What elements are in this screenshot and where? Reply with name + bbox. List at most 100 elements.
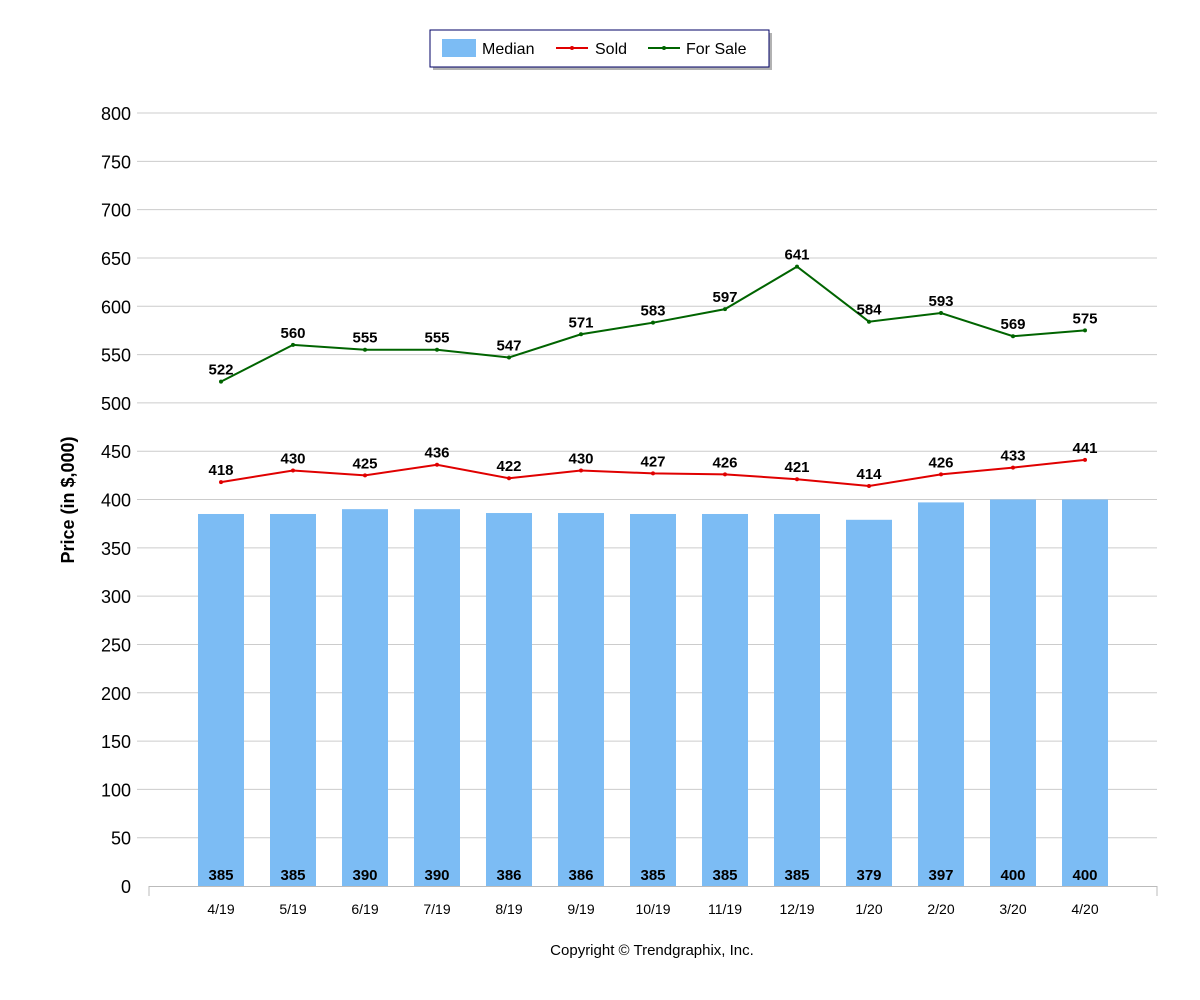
median-value-label: 385: [280, 867, 305, 884]
median-bar: [918, 502, 964, 887]
for-sale-value-label: 569: [1000, 316, 1025, 333]
median-bar: [990, 499, 1036, 887]
sold-point: [219, 480, 223, 485]
median-bar: [774, 513, 820, 887]
legend-for-sale-label: For Sale: [686, 41, 747, 58]
y-tick-label: 250: [101, 635, 131, 655]
for-sale-point: [579, 332, 583, 337]
y-tick-label: 300: [101, 587, 131, 607]
median-value-label: 379: [856, 867, 881, 884]
for-sale-point: [651, 320, 655, 325]
for-sale-value-label: 547: [496, 337, 521, 354]
y-tick-label: 400: [101, 491, 131, 511]
x-tick-label: 10/19: [635, 901, 670, 917]
median-bar: [1062, 499, 1108, 887]
sold-value-label: 441: [1072, 440, 1097, 457]
legend-median-label: Median: [482, 41, 534, 58]
x-axis-ticks: 4/19 5/19 6/19 7/19 8/19 9/19 10/19 11/19 12/19 1…: [207, 901, 1098, 917]
x-tick-label: 11/19: [708, 901, 742, 917]
for-sale-value-label: 597: [712, 289, 737, 306]
for-sale-value-label: 593: [928, 293, 953, 310]
y-axis-ticks: 0 50 100 150 200 250 300 350 400 450 500 550 600 650 7…: [101, 104, 131, 897]
for-sale-value-label: 641: [784, 247, 809, 264]
sold-value-label: 414: [856, 466, 882, 483]
sold-value-label: 430: [280, 451, 305, 468]
x-tick-label: 5/19: [279, 901, 306, 917]
median-value-label: 385: [208, 867, 233, 884]
median-bar: [702, 513, 748, 887]
median-value-label: 386: [496, 867, 521, 884]
sold-point: [795, 477, 799, 482]
sold-point: [651, 471, 655, 476]
x-tick-label: 3/20: [999, 901, 1026, 917]
legend-sold-marker: [570, 46, 574, 50]
median-bar: [342, 509, 388, 887]
for-sale-point: [1083, 328, 1087, 333]
y-tick-label: 200: [101, 684, 131, 704]
for-sale-value-label: 555: [424, 330, 449, 347]
for-sale-point: [795, 264, 799, 269]
median-value-label: 385: [712, 867, 737, 884]
sold-value-label: 425: [352, 455, 377, 472]
copyright-text: Copyright © Trendgraphix, Inc.: [550, 942, 754, 959]
sold-value-label: 422: [496, 458, 521, 475]
for-sale-value-label: 575: [1072, 310, 1097, 327]
sold-point: [1011, 465, 1015, 470]
median-value-label: 390: [424, 867, 449, 884]
for-sale-value-label: 522: [208, 362, 233, 379]
y-tick-label: 550: [101, 346, 131, 366]
y-axis-label: Price (in $,000): [58, 436, 78, 563]
legend-for-sale-marker: [662, 46, 666, 50]
x-tick-label: 6/19: [351, 901, 378, 917]
sold-point: [579, 468, 583, 473]
sold-point: [363, 473, 367, 478]
y-tick-label: 600: [101, 297, 131, 317]
median-value-label: 386: [568, 867, 593, 884]
for-sale-point: [867, 319, 871, 324]
for-sale-point: [939, 311, 943, 316]
sold-value-label: 430: [568, 451, 593, 468]
median-bar: [558, 513, 604, 887]
x-tick-label: 2/20: [927, 901, 954, 917]
y-tick-label: 650: [101, 249, 131, 269]
line-series: [219, 264, 1087, 488]
for-sale-value-label: 555: [352, 330, 377, 347]
y-tick-label: 0: [121, 877, 131, 897]
for-sale-point: [507, 355, 511, 360]
median-bar: [846, 519, 892, 887]
sold-point: [723, 472, 727, 477]
for-sale-value-label: 584: [856, 302, 882, 319]
legend: Median Sold For Sale: [429, 29, 772, 70]
median-value-label: 397: [928, 867, 953, 884]
sold-point: [435, 462, 439, 467]
sold-point: [939, 472, 943, 477]
median-value-label: 385: [640, 867, 665, 884]
sold-point: [867, 483, 871, 488]
for-sale-value-label: 571: [568, 314, 593, 331]
for-sale-point: [723, 307, 727, 312]
x-axis: [148, 886, 1158, 896]
x-tick-label: 8/19: [495, 901, 522, 917]
median-bars: [198, 499, 1108, 887]
y-tick-label: 450: [101, 442, 131, 462]
for-sale-point: [1011, 334, 1015, 339]
sold-value-label: 426: [712, 454, 737, 471]
sold-value-label: 418: [208, 462, 233, 479]
for-sale-value-label: 560: [280, 325, 305, 342]
median-value-label: 400: [1072, 867, 1097, 884]
x-tick-label: 4/19: [207, 901, 234, 917]
median-bar: [270, 513, 316, 887]
y-tick-label: 150: [101, 732, 131, 752]
y-tick-label: 350: [101, 539, 131, 559]
legend-sold-label: Sold: [595, 41, 627, 58]
for-sale-point: [435, 347, 439, 352]
median-bar: [630, 513, 676, 887]
y-tick-label: 50: [111, 829, 131, 849]
sold-point: [507, 476, 511, 481]
median-value-label: 385: [784, 867, 809, 884]
median-value-label: 390: [352, 867, 377, 884]
data-labels: 385 385 390 390 386 386 385 385 385 379 397 400 400 4…: [208, 247, 1097, 884]
legend-median-swatch: [442, 39, 476, 57]
median-value-label: 400: [1000, 867, 1025, 884]
sold-value-label: 427: [640, 453, 665, 470]
